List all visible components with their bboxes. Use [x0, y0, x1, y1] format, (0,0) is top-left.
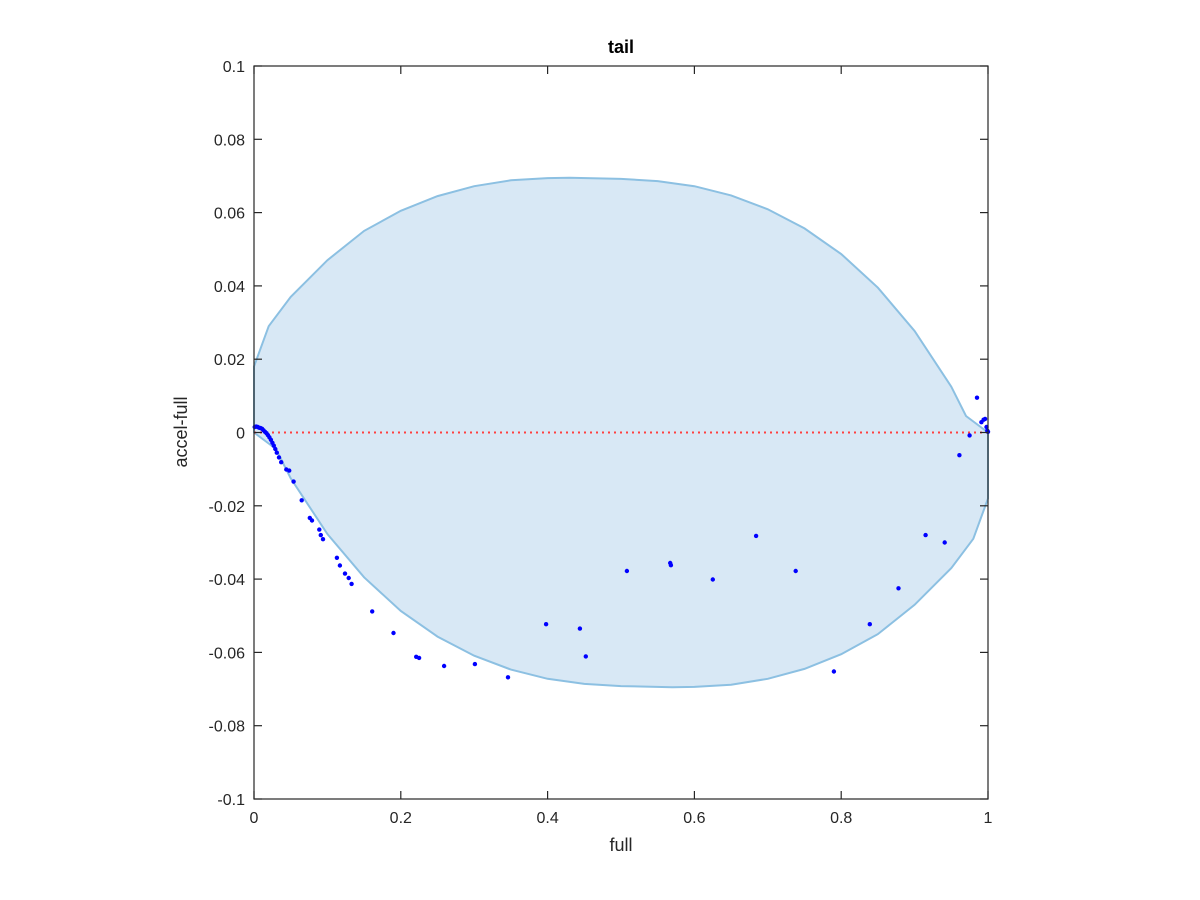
data-point: [342, 571, 348, 576]
x-tick-label: 0.6: [683, 810, 705, 827]
y-axis-label: accel-full: [171, 396, 191, 467]
data-point: [337, 563, 343, 568]
data-point: [370, 609, 375, 614]
data-point: [317, 527, 322, 532]
data-point: [416, 655, 422, 661]
data-point: [441, 663, 447, 669]
data-point: [867, 622, 872, 627]
data-point: [505, 675, 511, 680]
data-point: [320, 537, 326, 542]
data-point: [896, 586, 901, 591]
y-tick-label: -0.08: [209, 719, 246, 736]
data-point: [974, 395, 980, 400]
y-tick-label: -0.1: [217, 792, 245, 809]
x-tick-label: 0.8: [830, 810, 852, 827]
data-point: [274, 450, 279, 455]
x-tick-label: 0: [250, 810, 259, 827]
y-tick-label: 0.1: [223, 59, 245, 76]
y-tick-label: 0.02: [214, 352, 245, 369]
x-tick-label: 1: [984, 810, 993, 827]
y-tick-label: -0.04: [209, 572, 246, 589]
data-point: [334, 555, 340, 560]
y-tick-label: 0.08: [214, 132, 245, 149]
data-point: [967, 433, 972, 438]
y-tick-label: 0: [236, 426, 245, 443]
data-point: [982, 416, 988, 422]
x-tick-label: 0.4: [536, 810, 558, 827]
data-point: [279, 460, 284, 465]
data-point: [346, 575, 351, 581]
data-point: [710, 577, 715, 582]
data-point: [624, 568, 630, 574]
axes: 0 0.2 0.4 0.6 0.8 1 -0.1 -0.08 -0.06 -0.04 -0.02 0 0…: [209, 59, 993, 827]
data-point: [583, 654, 588, 659]
data-point: [391, 630, 396, 636]
data-point: [309, 518, 315, 523]
data-point: [831, 669, 837, 674]
y-tick-label: -0.02: [209, 499, 246, 516]
data-point: [957, 453, 962, 458]
data-point: [271, 443, 276, 448]
data-point: [543, 622, 549, 627]
x-axis-label: full: [609, 835, 632, 855]
data-point: [299, 498, 304, 503]
data-point: [291, 479, 296, 484]
data-point: [276, 455, 282, 460]
chart-title: tail: [608, 37, 634, 57]
data-point: [923, 532, 928, 538]
data-point: [577, 626, 583, 631]
data-point: [472, 661, 478, 667]
x-tick-label: 0.2: [390, 810, 412, 827]
data-point: [287, 468, 292, 473]
data-point: [793, 568, 798, 574]
y-tick-label: 0.06: [214, 206, 245, 223]
data-point: [753, 533, 759, 539]
data-point: [273, 446, 278, 452]
data-point: [942, 540, 947, 545]
data-point: [668, 563, 674, 568]
y-tick-label: 0.04: [214, 279, 245, 296]
data-point: [349, 581, 354, 587]
y-tick-label: -0.06: [209, 645, 246, 662]
data-point: [318, 532, 323, 538]
